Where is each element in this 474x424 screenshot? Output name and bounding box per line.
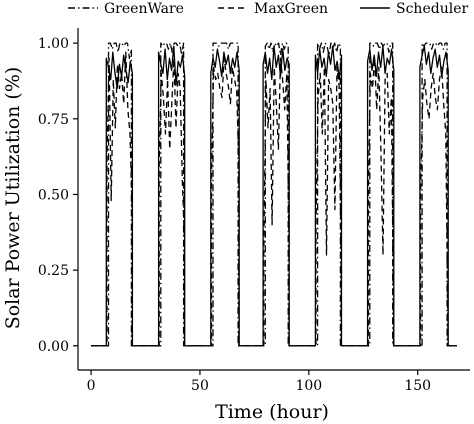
series-line-greenware xyxy=(91,42,457,347)
x-tick-label: 150 xyxy=(404,378,431,394)
series-line-maxgreen xyxy=(91,51,457,347)
y-axis-title: Solar Power Utilization (%) xyxy=(2,67,24,330)
plot-area xyxy=(91,42,457,347)
legend: GreenWare MaxGreen Scheduler xyxy=(68,1,468,17)
y-tick-label: 0.00 xyxy=(38,339,69,355)
y-tick-label: 1.00 xyxy=(38,36,69,52)
y-tick-label: 0.75 xyxy=(38,112,69,128)
y-tick-label: 0.50 xyxy=(38,187,69,203)
legend-label-scheduler: Scheduler xyxy=(396,1,468,17)
x-tick-label: 50 xyxy=(191,378,209,394)
legend-label-greenware: GreenWare xyxy=(104,1,184,17)
y-tick-label: 0.25 xyxy=(38,263,69,279)
legend-label-maxgreen: MaxGreen xyxy=(254,1,328,17)
x-tick-label: 0 xyxy=(87,378,96,394)
series-line-scheduler xyxy=(91,45,457,347)
x-axis-title: Time (hour) xyxy=(215,401,329,423)
x-tick-label: 100 xyxy=(295,378,322,394)
axes: 0.00 0.25 0.50 0.75 1.00 0 50 100 150 xyxy=(38,28,470,394)
